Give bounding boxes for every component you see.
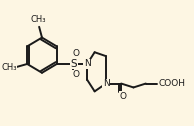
- Text: S: S: [70, 59, 77, 69]
- Text: O: O: [72, 49, 79, 58]
- Text: N: N: [103, 79, 109, 88]
- Text: N: N: [84, 59, 90, 68]
- Text: O: O: [72, 70, 79, 79]
- Text: CH₃: CH₃: [2, 63, 17, 72]
- Text: COOH: COOH: [158, 79, 185, 88]
- Text: CH₃: CH₃: [30, 15, 46, 24]
- Text: O: O: [120, 92, 126, 101]
